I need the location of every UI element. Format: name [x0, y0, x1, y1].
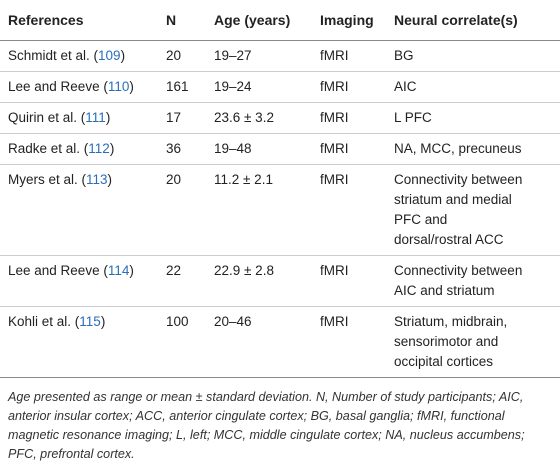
age-cell: 19–27 — [208, 40, 314, 72]
reference-text: Kohli et al. ( — [8, 314, 80, 329]
imaging-cell: fMRI — [314, 255, 388, 307]
n-cell: 17 — [160, 102, 208, 134]
reference-cell: Lee and Reeve (110) — [0, 71, 160, 103]
reference-link[interactable]: 111 — [85, 110, 106, 125]
reference-text: ) — [129, 79, 134, 94]
age-cell: 20–46 — [208, 306, 314, 378]
neural-cell: L PFC — [388, 102, 560, 134]
neural-cell: BG — [388, 40, 560, 72]
n-cell: 36 — [160, 133, 208, 165]
neural-cell: Connectivity between AIC and striatum — [388, 255, 560, 307]
reference-text: Lee and Reeve ( — [8, 263, 108, 278]
neural-cell: Striatum, midbrain, sensorimotor and occip… — [388, 306, 560, 378]
table-row: Lee and Reeve (110) 161 19–24 fMRI AIC — [0, 71, 560, 103]
neural-line: AIC — [394, 79, 417, 94]
neural-cell: Connectivity between striatum and medial P… — [388, 164, 560, 256]
n-cell: 20 — [160, 164, 208, 256]
reference-text: ) — [120, 48, 126, 63]
reference-text: Myers et al. ( — [8, 172, 87, 187]
imaging-cell: fMRI — [314, 40, 388, 72]
reference-link[interactable]: 115 — [79, 314, 101, 329]
reference-link[interactable]: 109 — [98, 48, 121, 63]
imaging-cell: fMRI — [314, 164, 388, 256]
reference-link[interactable]: 114 — [107, 263, 130, 278]
reference-link[interactable]: 110 — [107, 79, 130, 94]
n-cell: 22 — [160, 255, 208, 307]
age-cell: 23.6 ± 3.2 — [208, 102, 314, 134]
table-row: Schmidt et al. (109) 20 19–27 fMRI BG — [0, 40, 560, 72]
age-cell: 19–48 — [208, 133, 314, 165]
table-body: Schmidt et al. (109) 20 19–27 fMRI BG Lee and… — [0, 40, 560, 378]
neural-line: occipital cortices — [394, 354, 494, 369]
neural-line: PFC and — [394, 212, 448, 227]
table-row: Lee and Reeve (114) 22 22.9 ± 2.8 fMRI Conne… — [0, 255, 560, 307]
n-cell: 100 — [160, 306, 208, 378]
column-header: Age (years) — [208, 0, 314, 41]
neural-cell: NA, MCC, precuneus — [388, 133, 560, 165]
neural-line: sensorimotor and — [394, 334, 499, 349]
reference-text: ) — [129, 263, 134, 278]
reference-text: ) — [100, 314, 106, 329]
neural-line: striatum and medial — [394, 192, 512, 207]
imaging-cell: fMRI — [314, 71, 388, 103]
column-header: Neural correlate(s) — [388, 0, 560, 41]
reference-link[interactable]: 112 — [88, 141, 110, 156]
neural-line: Connectivity between — [394, 172, 523, 187]
reference-cell: Kohli et al. (115) — [0, 306, 160, 378]
n-cell: 20 — [160, 40, 208, 72]
imaging-cell: fMRI — [314, 133, 388, 165]
header-row: References N Age (years) Imaging Neural corr… — [0, 0, 560, 41]
neural-line: dorsal/rostral ACC — [394, 232, 504, 247]
table-row: Myers et al. (113) 20 11.2 ± 2.1 fMRI Connec… — [0, 164, 560, 256]
neural-line: Connectivity between — [394, 263, 523, 278]
table-row: Radke et al. (112) 36 19–48 fMRI NA, MCC, pr… — [0, 133, 560, 165]
reference-text: Schmidt et al. ( — [8, 48, 99, 63]
column-header: References — [0, 0, 160, 41]
reference-cell: Radke et al. (112) — [0, 133, 160, 165]
table-row: Quirin et al. (111) 17 23.6 ± 3.2 fMRI L PFC — [0, 102, 560, 134]
reference-text: Quirin et al. ( — [8, 110, 86, 125]
age-cell: 19–24 — [208, 71, 314, 103]
reference-text: ) — [109, 141, 115, 156]
imaging-cell: fMRI — [314, 102, 388, 134]
data-table: References N Age (years) Imaging Neural corr… — [0, 0, 560, 378]
table-row: Kohli et al. (115) 100 20–46 fMRI Striatum, … — [0, 306, 560, 378]
reference-text: Radke et al. ( — [8, 141, 89, 156]
reference-link[interactable]: 113 — [86, 172, 108, 187]
reference-cell: Schmidt et al. (109) — [0, 40, 160, 72]
column-header: N — [160, 0, 208, 41]
imaging-cell: fMRI — [314, 306, 388, 378]
n-cell: 161 — [160, 71, 208, 103]
table-head: References N Age (years) Imaging Neural corr… — [0, 0, 560, 41]
neural-line: NA, MCC, precuneus — [394, 141, 522, 156]
neural-cell: AIC — [388, 71, 560, 103]
age-cell: 22.9 ± 2.8 — [208, 255, 314, 307]
reference-text: ) — [107, 172, 113, 187]
reference-text: ) — [105, 110, 111, 125]
age-cell: 11.2 ± 2.1 — [208, 164, 314, 256]
footnote: Age presented as range or mean ± standar… — [8, 390, 525, 461]
reference-cell: Lee and Reeve (114) — [0, 255, 160, 307]
reference-cell: Quirin et al. (111) — [0, 102, 160, 134]
neural-line: BG — [394, 48, 414, 63]
column-header: Imaging — [314, 0, 388, 41]
neural-line: Striatum, midbrain, — [394, 314, 508, 329]
neural-line: L PFC — [394, 110, 432, 125]
reference-cell: Myers et al. (113) — [0, 164, 160, 256]
reference-text: Lee and Reeve ( — [8, 79, 108, 94]
neural-line: AIC and striatum — [394, 283, 495, 298]
